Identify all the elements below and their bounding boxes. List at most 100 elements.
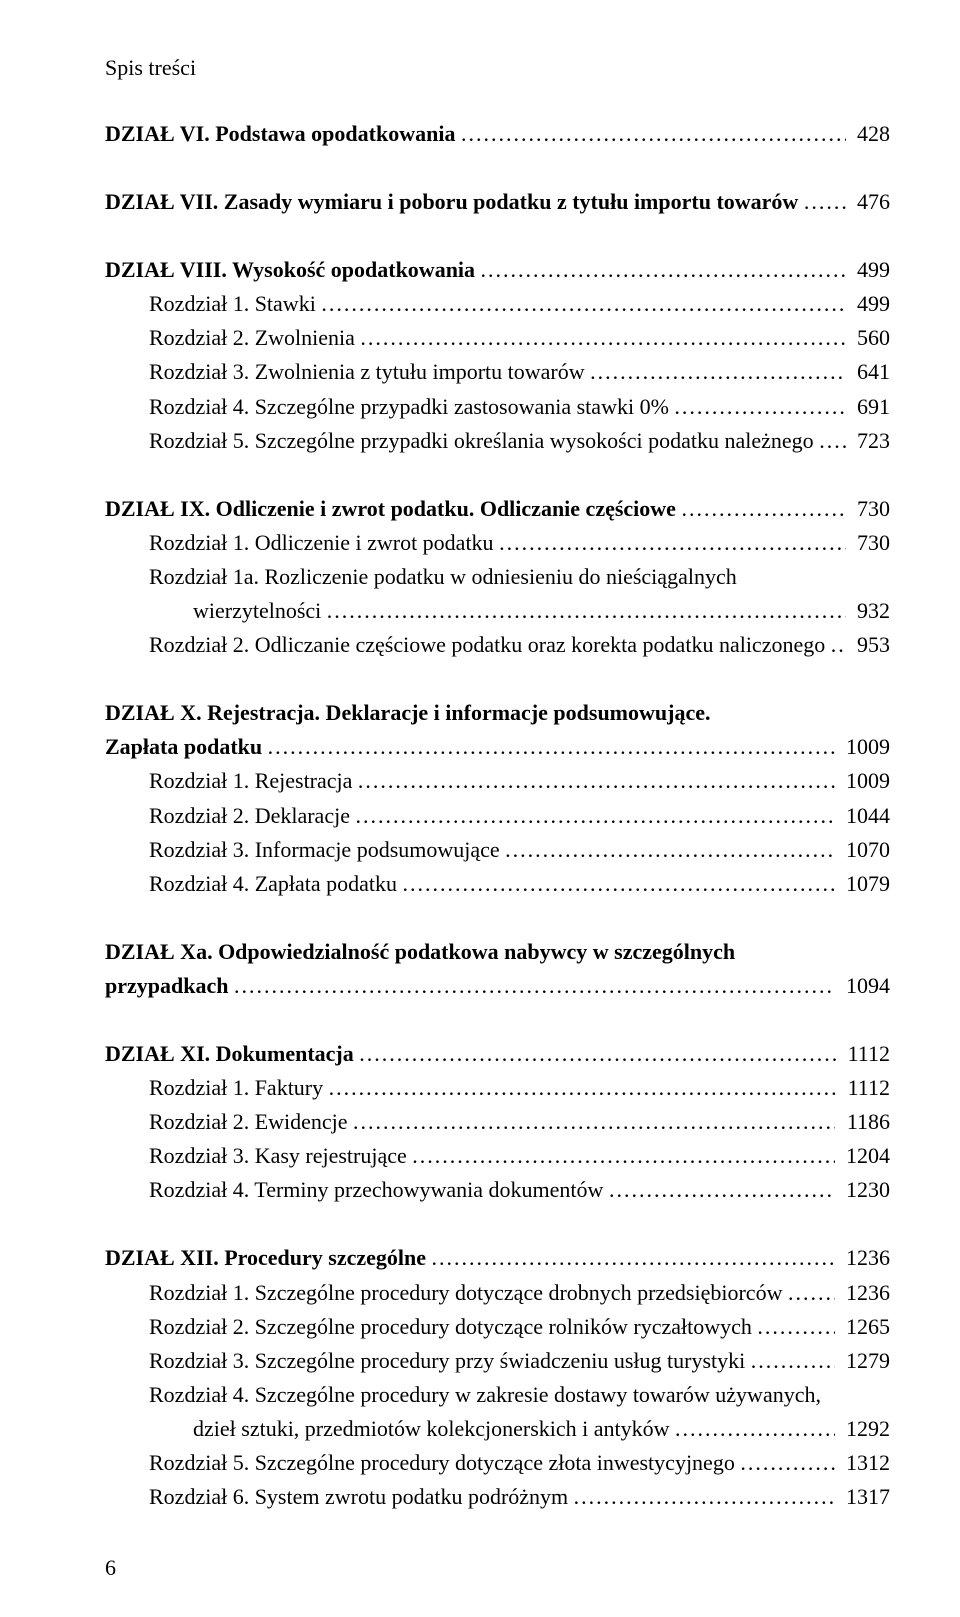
toc-entry-label: Rozdział 3. Zwolnienia z tytułu importu … (149, 355, 590, 389)
toc-entry-page: 1317 (835, 1480, 891, 1514)
toc-entry: DZIAŁ Xa. Odpowiedzialność podatkowa nab… (105, 935, 890, 969)
toc-entry-page: 428 (846, 117, 891, 151)
toc-entry-page: 499 (846, 287, 891, 321)
toc-entry-page: 1112 (836, 1037, 890, 1071)
toc-entry-page: 1070 (835, 833, 891, 867)
toc-leader-dots (234, 969, 835, 1003)
toc-entry-label: Rozdział 2. Odliczanie częściowe podatku… (149, 628, 831, 662)
toc-entry-page: 1312 (835, 1446, 891, 1480)
toc-leader-dots (788, 1276, 835, 1310)
toc-leader-dots (574, 1480, 835, 1514)
toc-entry-page: 1279 (835, 1344, 891, 1378)
page-header: Spis treści (105, 55, 890, 81)
toc-entry-page: 723 (846, 424, 891, 458)
toc-entry: Rozdział 4. Terminy przechowywania dokum… (105, 1173, 890, 1207)
toc-entry: Rozdział 5. Szczególne przypadki określa… (105, 424, 890, 458)
toc-leader-dots (481, 253, 846, 287)
toc-entry-label: Rozdział 2. Szczególne procedury dotyczą… (149, 1310, 757, 1344)
toc-entry-label: Rozdział 4. Szczególne przypadki zastoso… (149, 390, 674, 424)
toc-leader-dots (499, 526, 845, 560)
toc-spacer (105, 151, 890, 185)
toc-entry-label: Rozdział 3. Szczególne procedury przy św… (149, 1344, 751, 1378)
toc-entry-label: Rozdział 6. System zwrotu podatku podróż… (149, 1480, 574, 1514)
toc-entry-label: Rozdział 1. Odliczenie i zwrot podatku (149, 526, 499, 560)
toc-entry-label: Rozdział 4. Szczególne procedury w zakre… (149, 1378, 826, 1412)
toc-entry: DZIAŁ VI. Podstawa opodatkowania 428 (105, 117, 890, 151)
toc-entry-page: 730 (846, 492, 891, 526)
toc-entry-label: DZIAŁ XI. Dokumentacja (105, 1037, 359, 1071)
toc-entry-label: Rozdział 5. Szczególne przypadki określa… (149, 424, 819, 458)
toc-entry-page: 1230 (835, 1173, 891, 1207)
toc-entry: Rozdział 4. Szczególne przypadki zastoso… (105, 390, 890, 424)
toc-entry-page: 1292 (835, 1412, 891, 1446)
toc-entry: Rozdział 4. Szczególne procedury w zakre… (105, 1378, 890, 1412)
toc-leader-dots (329, 1071, 836, 1105)
toc-entry: DZIAŁ XI. Dokumentacja 1112 (105, 1037, 890, 1071)
toc-leader-dots (609, 1173, 835, 1207)
toc-entry: Rozdział 3. Zwolnienia z tytułu importu … (105, 355, 890, 389)
toc-entry: Rozdział 2. Deklaracje 1044 (105, 799, 890, 833)
page-number: 6 (105, 1555, 116, 1581)
toc-entry-label: DZIAŁ VIII. Wysokość opodatkowania (105, 253, 481, 287)
toc-entry-label: Rozdział 4. Terminy przechowywania dokum… (149, 1173, 609, 1207)
toc-entry-label: Rozdział 2. Ewidencje (149, 1105, 353, 1139)
toc-entry-label: Rozdział 3. Kasy rejestrujące (149, 1139, 412, 1173)
toc-entry-page: 1236 (835, 1241, 891, 1275)
toc-spacer (105, 458, 890, 492)
toc-entry-label: Rozdział 1. Szczególne procedury dotyczą… (149, 1276, 788, 1310)
toc-entry-label: DZIAŁ IX. Odliczenie i zwrot podatku. Od… (105, 492, 681, 526)
toc-leader-dots (432, 1241, 835, 1275)
toc-entry: Rozdział 5. Szczególne procedury dotyczą… (105, 1446, 890, 1480)
toc-entry: DZIAŁ VIII. Wysokość opodatkowania 499 (105, 253, 890, 287)
toc-entry-label: Rozdział 1a. Rozliczenie podatku w odnie… (149, 560, 742, 594)
toc-entry: DZIAŁ VII. Zasady wymiaru i poboru podat… (105, 185, 890, 219)
toc-entry-label: wierzytelności (193, 594, 327, 628)
toc-entry: Rozdział 3. Kasy rejestrujące 1204 (105, 1139, 890, 1173)
toc-entry-label: DZIAŁ VI. Podstawa opodatkowania (105, 117, 461, 151)
toc-entry-page: 1009 (835, 730, 891, 764)
toc-entry: DZIAŁ X. Rejestracja. Deklaracje i infor… (105, 696, 890, 730)
toc-entry: Rozdział 2. Odliczanie częściowe podatku… (105, 628, 890, 662)
toc-entry: Rozdział 1. Faktury 1112 (105, 1071, 890, 1105)
toc-entry-label: Zapłata podatku (105, 730, 268, 764)
toc-entry-page: 1236 (835, 1276, 891, 1310)
toc-entry: przypadkach 1094 (105, 969, 890, 1003)
toc-leader-dots (412, 1139, 834, 1173)
toc-leader-dots (681, 492, 845, 526)
toc-leader-dots (353, 1105, 835, 1139)
toc-entry-label: Rozdział 1. Stawki (149, 287, 321, 321)
toc-entry-label: DZIAŁ X. Rejestracja. Deklaracje i infor… (105, 696, 716, 730)
toc-entry: DZIAŁ XII. Procedury szczególne 1236 (105, 1241, 890, 1275)
toc-entry-page: 730 (846, 526, 891, 560)
toc-leader-dots (740, 1446, 834, 1480)
toc-leader-dots (751, 1344, 835, 1378)
toc-entry: Rozdział 1. Odliczenie i zwrot podatku 7… (105, 526, 890, 560)
toc-entry-page: 1204 (835, 1139, 891, 1173)
toc-leader-dots (359, 1037, 836, 1071)
toc-leader-dots (804, 185, 846, 219)
toc-spacer (105, 219, 890, 253)
toc-entry-label: Rozdział 3. Informacje podsumowujące (149, 833, 505, 867)
toc-entry-label: Rozdział 2. Zwolnienia (149, 321, 360, 355)
toc-entry: Rozdział 3. Informacje podsumowujące 107… (105, 833, 890, 867)
toc-leader-dots (674, 390, 845, 424)
toc-entry: Rozdział 6. System zwrotu podatku podróż… (105, 1480, 890, 1514)
toc-entry-page: 1265 (835, 1310, 891, 1344)
toc-entry-page: 1044 (835, 799, 891, 833)
toc-entry: Rozdział 1. Szczególne procedury dotyczą… (105, 1276, 890, 1310)
toc-entry-page: 953 (846, 628, 891, 662)
toc-entry-page: 499 (846, 253, 891, 287)
toc-entry: Rozdział 3. Szczególne procedury przy św… (105, 1344, 890, 1378)
toc-entry-label: DZIAŁ VII. Zasady wymiaru i poboru podat… (105, 185, 804, 219)
toc-spacer (105, 1003, 890, 1037)
toc-entry-page: 1112 (836, 1071, 890, 1105)
toc-entry: Rozdział 1. Stawki 499 (105, 287, 890, 321)
toc-entry-page: 1079 (835, 867, 891, 901)
toc-entry: Rozdział 2. Ewidencje 1186 (105, 1105, 890, 1139)
toc-leader-dots (831, 628, 846, 662)
toc-entry-page: 932 (846, 594, 891, 628)
toc-leader-dots (675, 1412, 834, 1446)
toc-entry: dzieł sztuki, przedmiotów kolekcjonerski… (105, 1412, 890, 1446)
toc-leader-dots (327, 594, 846, 628)
toc-entry-page: 476 (846, 185, 891, 219)
